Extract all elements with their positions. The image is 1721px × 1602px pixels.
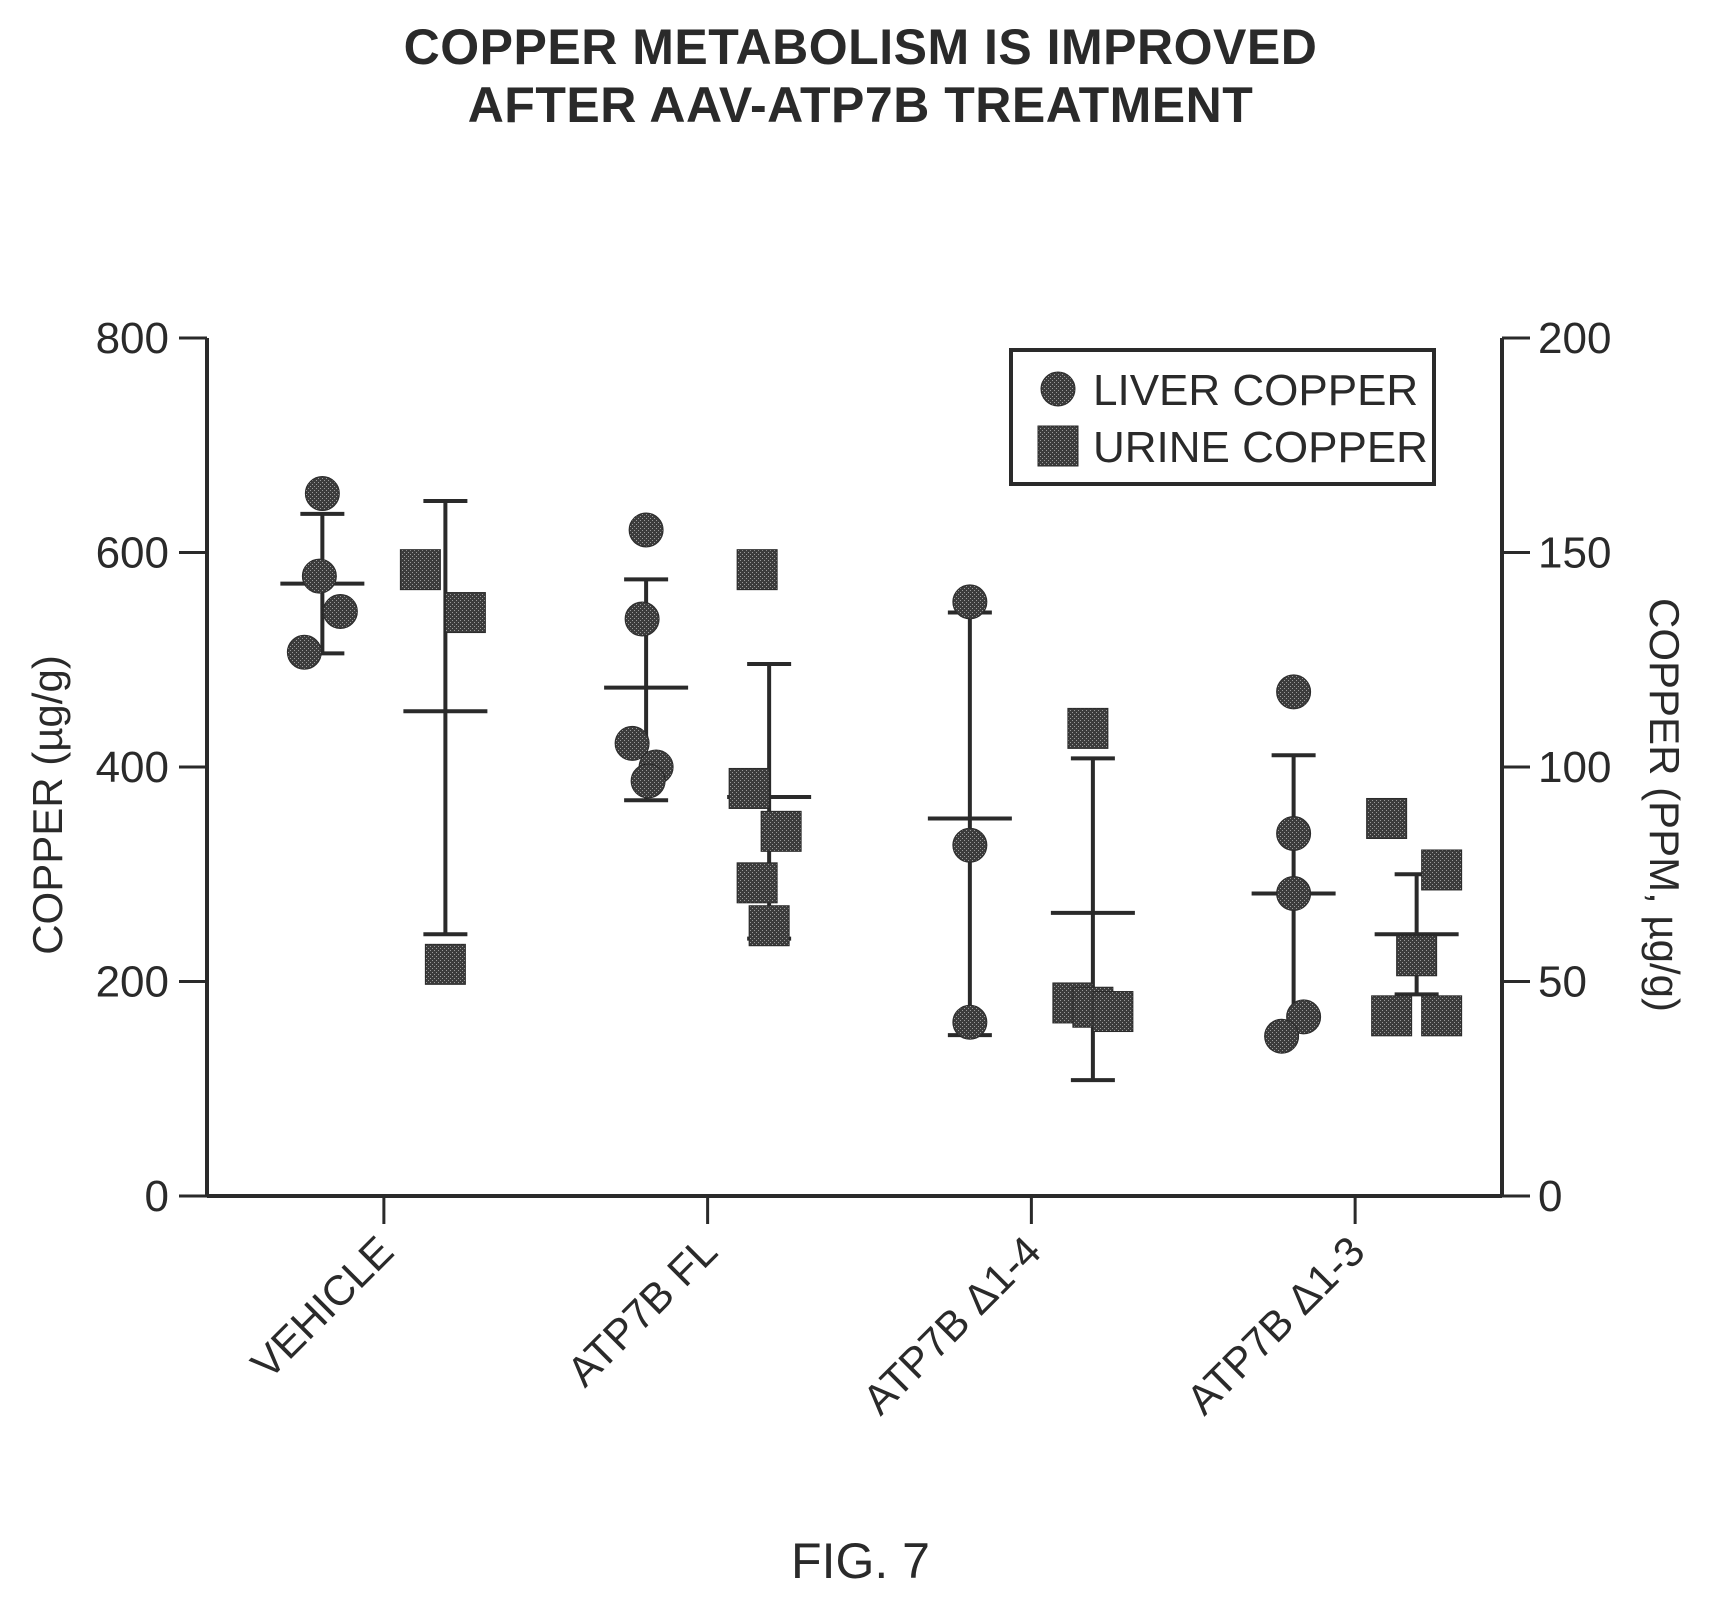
- figure-label: FIG. 7: [791, 1533, 930, 1589]
- x-tick-label: VEHICLE: [242, 1227, 402, 1387]
- x-tick-label: ATP7B Δ1-3: [1177, 1227, 1373, 1423]
- liver-copper-point: [624, 601, 660, 637]
- y-tick-label-right: 200: [1538, 314, 1611, 363]
- urine-copper-point: [736, 862, 778, 904]
- urine-copper-point: [1092, 991, 1134, 1033]
- liver-copper-point: [1276, 674, 1312, 710]
- urine-copper-point: [1067, 707, 1109, 749]
- urine-copper-point: [736, 549, 778, 591]
- liver-copper-point: [301, 558, 337, 594]
- legend-liver-label: LIVER COPPER: [1093, 366, 1418, 415]
- y-axis-label-left: COPPER (µg/g): [24, 655, 71, 955]
- y-axis-label-right: COPPER (PPM, µg/g): [1641, 598, 1688, 1012]
- y-tick-label-left: 800: [96, 314, 169, 363]
- x-tick-label: ATP7B Δ1-4: [854, 1227, 1050, 1423]
- y-tick-label-left: 0: [145, 1172, 169, 1221]
- chart-title: COPPER METABOLISM IS IMPROVED AFTER AAV-…: [0, 18, 1721, 134]
- liver-copper-point: [1264, 1018, 1300, 1054]
- y-tick-label-right: 0: [1538, 1172, 1562, 1221]
- y-tick-label-left: 600: [96, 529, 169, 578]
- urine-copper-point: [728, 767, 770, 809]
- axes: [179, 336, 1530, 1224]
- x-tick-label: ATP7B FL: [558, 1227, 726, 1395]
- liver-copper-point: [614, 725, 650, 761]
- urine-copper-point: [399, 549, 441, 591]
- chart-title-line-2: AFTER AAV-ATP7B TREATMENT: [467, 77, 1254, 133]
- urine-copper-point: [1396, 935, 1438, 977]
- urine-copper-point: [1371, 995, 1413, 1037]
- y-tick-label-right: 100: [1538, 743, 1611, 792]
- liver-copper-point: [304, 476, 340, 512]
- liver-copper-point: [286, 634, 322, 670]
- data-markers: [286, 476, 1463, 1054]
- chart-title-line-1: COPPER METABOLISM IS IMPROVED: [403, 19, 1318, 75]
- legend-urine-marker: [1037, 425, 1079, 467]
- y-tick-label-left: 200: [96, 958, 169, 1007]
- liver-copper-point: [628, 512, 664, 548]
- legend-box: [1009, 348, 1436, 486]
- urine-copper-point: [444, 592, 486, 634]
- legend-urine-label: URINE COPPER: [1093, 423, 1428, 472]
- liver-copper-point: [1276, 876, 1312, 912]
- urine-copper-point: [748, 905, 790, 947]
- legend: LIVER COPPER URINE COPPER: [1009, 348, 1436, 486]
- urine-copper-point: [1421, 995, 1463, 1037]
- liver-copper-point: [952, 1004, 988, 1040]
- y-tick-label-right: 50: [1538, 958, 1587, 1007]
- liver-copper-point: [630, 763, 666, 799]
- liver-copper-point: [952, 584, 988, 620]
- liver-copper-point: [322, 593, 358, 629]
- y-tick-label-left: 400: [96, 743, 169, 792]
- urine-copper-point: [424, 943, 466, 985]
- error-bars: [280, 499, 1459, 1083]
- liver-copper-point: [1276, 815, 1312, 851]
- legend-liver-marker: [1040, 371, 1076, 407]
- urine-copper-point: [1421, 849, 1463, 891]
- liver-copper-point: [952, 827, 988, 863]
- urine-copper-point: [1366, 797, 1408, 839]
- y-tick-label-right: 150: [1538, 529, 1611, 578]
- urine-copper-point: [760, 810, 802, 852]
